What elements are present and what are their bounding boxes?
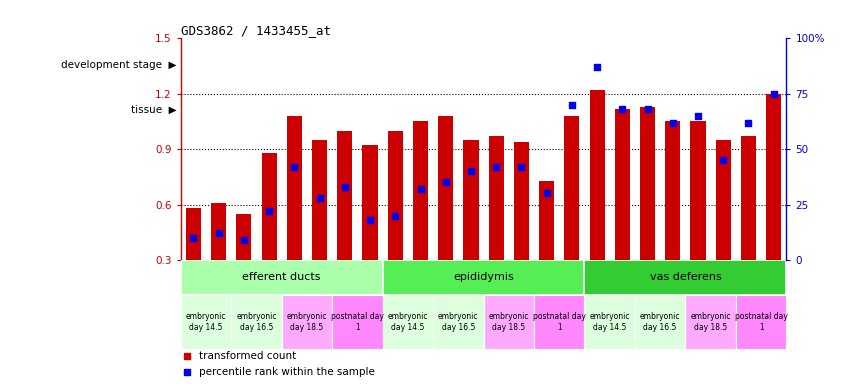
Bar [766,94,781,260]
Bar [181,295,231,349]
Point [389,212,402,218]
Point [187,235,200,241]
Bar [615,109,630,260]
Point [767,91,780,97]
Text: embryonic
day 14.5: embryonic day 14.5 [186,311,226,332]
Text: embryonic
day 16.5: embryonic day 16.5 [438,311,479,332]
Bar [484,295,534,349]
Bar [514,142,529,260]
Bar [635,295,685,349]
Bar [564,116,579,260]
Text: transformed count: transformed count [199,351,296,361]
Text: postnatal day
1: postnatal day 1 [533,311,585,332]
Text: efferent ducts: efferent ducts [242,272,321,282]
Bar [413,121,428,260]
Text: embryonic
day 14.5: embryonic day 14.5 [388,311,428,332]
Text: postnatal day
1: postnatal day 1 [735,311,787,332]
Bar [438,116,453,260]
Bar [685,295,736,349]
Bar [181,260,383,295]
Bar [211,203,226,260]
Text: embryonic
day 18.5: embryonic day 18.5 [690,311,731,332]
Bar [665,121,680,260]
Point [313,195,326,201]
Bar [362,146,378,260]
Bar [282,295,332,349]
Point [338,184,352,190]
Bar [388,131,403,260]
Point [742,119,755,126]
Text: GDS3862 / 1433455_at: GDS3862 / 1433455_at [181,24,331,37]
Point [288,164,301,170]
Bar [231,295,282,349]
Text: development stage  ▶: development stage ▶ [61,60,177,70]
Point [464,168,478,174]
Text: percentile rank within the sample: percentile rank within the sample [199,367,375,377]
Bar [489,136,504,260]
Point [237,237,251,243]
Point [363,217,377,223]
Text: tissue  ▶: tissue ▶ [131,104,177,114]
Point [439,179,452,185]
Bar [332,295,383,349]
Point [717,157,730,163]
Text: vas deferens: vas deferens [649,272,722,282]
Bar [262,153,277,260]
Bar [716,140,731,260]
Point [212,230,225,237]
Bar [312,140,327,260]
Point [180,369,193,375]
Text: embryonic
day 16.5: embryonic day 16.5 [640,311,680,332]
Bar [690,121,706,260]
Bar [534,295,584,349]
Bar [584,260,786,295]
Bar [539,180,554,260]
Bar [736,295,786,349]
Text: embryonic
day 18.5: embryonic day 18.5 [287,311,327,332]
Point [590,64,604,70]
Point [489,164,503,170]
Bar [433,295,484,349]
Bar [236,214,251,260]
Point [262,208,276,214]
Point [540,190,553,197]
Bar [463,140,479,260]
Bar [584,295,635,349]
Point [180,353,193,359]
Point [691,113,705,119]
Point [641,106,654,113]
Bar [383,295,433,349]
Bar [640,107,655,260]
Bar [741,136,756,260]
Bar [186,208,201,260]
Point [414,186,427,192]
Point [565,102,579,108]
Text: epididymis: epididymis [453,272,514,282]
Bar [383,260,584,295]
Point [515,164,528,170]
Point [616,106,629,113]
Text: embryonic
day 14.5: embryonic day 14.5 [590,311,630,332]
Bar [590,90,605,260]
Bar [337,131,352,260]
Text: postnatal day
1: postnatal day 1 [331,311,383,332]
Point [666,119,680,126]
Text: embryonic
day 18.5: embryonic day 18.5 [489,311,529,332]
Bar [287,116,302,260]
Text: embryonic
day 16.5: embryonic day 16.5 [236,311,277,332]
